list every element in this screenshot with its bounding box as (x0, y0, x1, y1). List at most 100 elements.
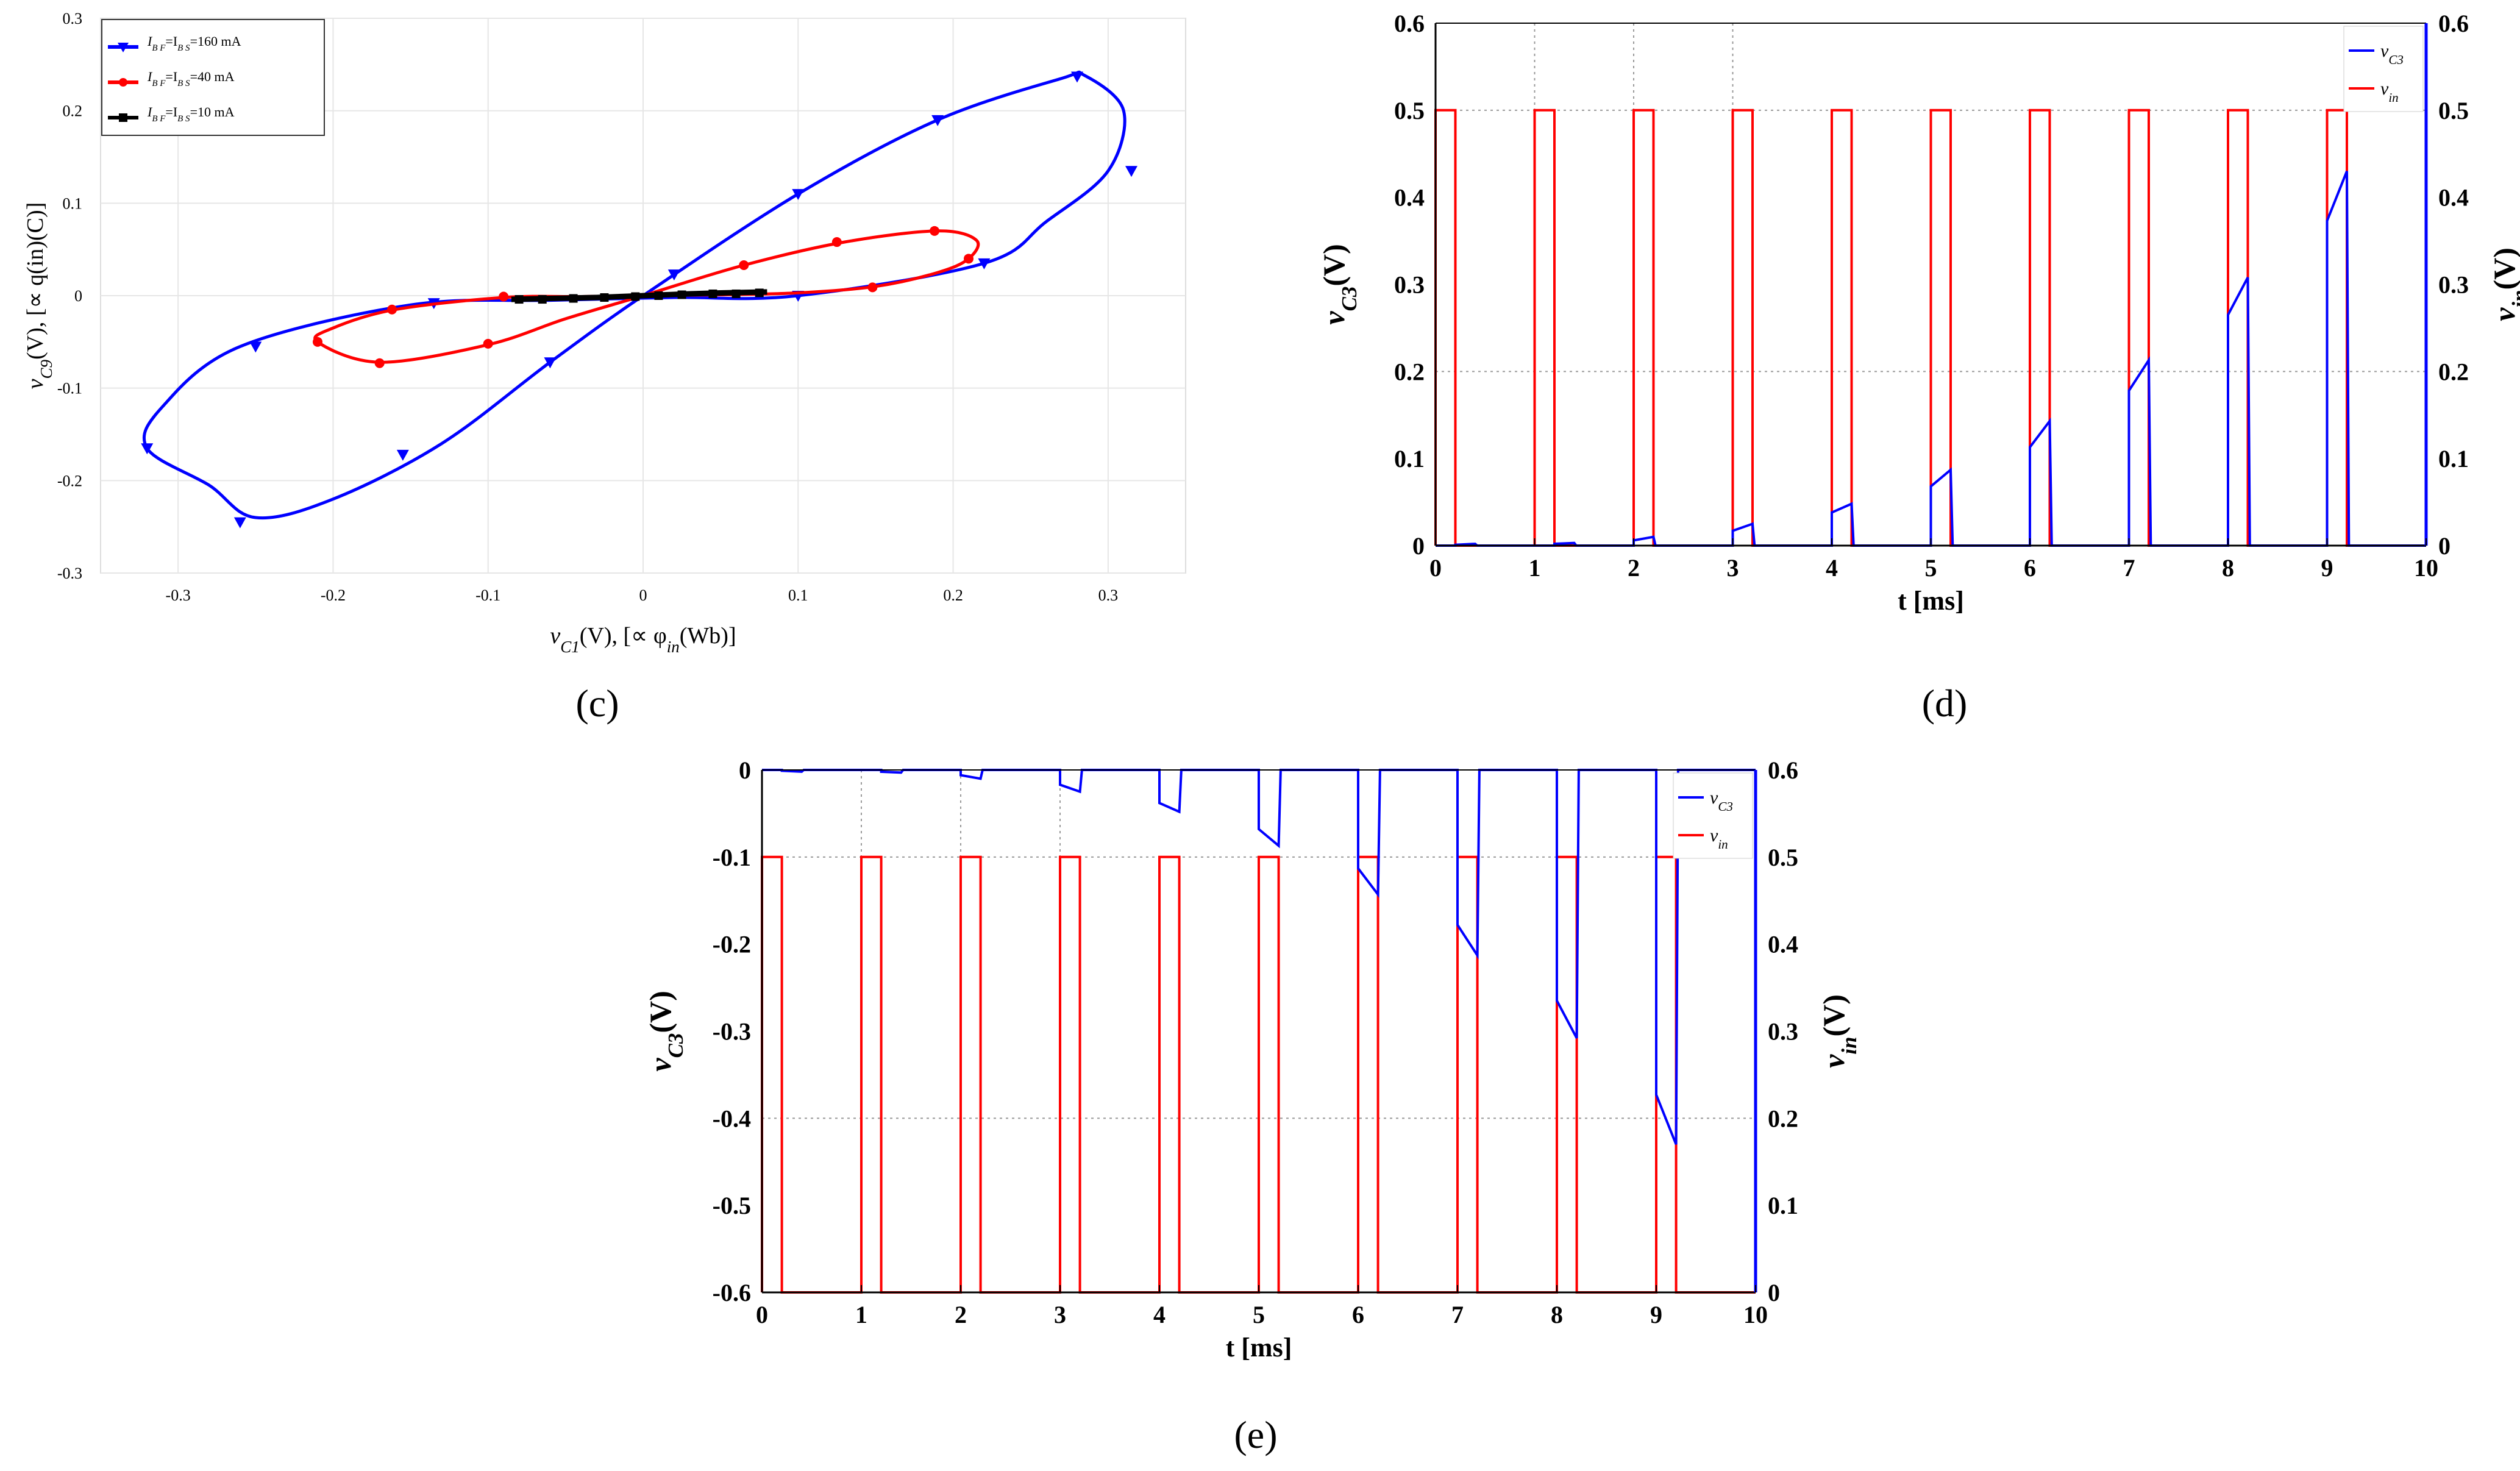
x-axis-label-part: (V), [∝ φ (580, 623, 667, 649)
legend-label-1: IB F=IB S=40 mA (147, 69, 235, 88)
caption-c: (c) (575, 682, 619, 725)
y-tick-label: -0.5 (713, 1192, 751, 1219)
series-marker-0 (141, 443, 154, 455)
legend-label-0-part: =160 mA (190, 34, 241, 49)
x-tick-label: 3 (1727, 554, 1739, 582)
y2-tick-label: 0.1 (2438, 445, 2469, 472)
legend-box (1673, 772, 1753, 859)
x-axis-label-part: (Wb)] (680, 623, 736, 649)
legend-label-2: IB F=IB S=10 mA (147, 104, 235, 124)
series-marker-0 (667, 269, 680, 281)
series-marker-2 (514, 295, 524, 304)
series-marker-1 (739, 260, 749, 270)
y2-tick-label: 0 (1768, 1279, 1780, 1306)
y2-axis-label-part: v (1817, 1054, 1851, 1068)
y2-axis-label-part: (V) (2487, 248, 2520, 290)
x-tick-label: 10 (1743, 1301, 1768, 1328)
y-tick-label: 0.3 (63, 10, 83, 27)
legend-label-1-part: =I (165, 69, 177, 84)
legend-label-2-subscript: B F (152, 114, 166, 124)
x-tick-label: 6 (2024, 554, 2036, 582)
series-marker-2 (755, 288, 764, 297)
x-tick-label: 2 (955, 1301, 967, 1328)
y-axis-label-part: (V) (1317, 244, 1351, 286)
caption-d: (d) (1922, 682, 1968, 725)
series-marker-0 (931, 115, 944, 126)
x-axis-label: vC1(V), [∝ φin(Wb)] (550, 623, 736, 656)
x-tick-label: 3 (1054, 1301, 1066, 1328)
legend-marker-2 (119, 113, 127, 122)
y2-axis-label-subscript: in (1837, 1037, 1861, 1055)
y-tick-label: 0.6 (1394, 10, 1425, 37)
series-marker-2 (654, 291, 663, 300)
x-tick-label: 8 (2222, 554, 2234, 582)
legend-label-1-subscript: B F (152, 79, 166, 88)
y-tick-label: 0.3 (1394, 271, 1425, 299)
x-tick-label: 0 (756, 1301, 768, 1328)
x-tick-label: 4 (1153, 1301, 1166, 1328)
legend-label-0-subscript: C3 (2388, 52, 2404, 67)
series-marker-0 (978, 258, 991, 269)
legend-label-0-part: I (147, 34, 153, 49)
x-tick-label: 0.1 (788, 586, 808, 604)
y-tick-label: -0.1 (713, 844, 751, 871)
y-axis-label: vC9(V), [∝ q(in)(C)] (23, 202, 55, 390)
y-axis-label: vC3(V) (643, 991, 688, 1071)
series-marker-1 (313, 337, 322, 347)
y2-tick-label: 0.5 (1768, 844, 1798, 871)
x-tick-label: 0 (639, 586, 647, 604)
series-marker-1 (483, 338, 493, 349)
y-axis-label: vC3(V) (1317, 244, 1361, 324)
legend-label-2-part: =10 mA (190, 104, 235, 119)
series-marker-1 (499, 291, 509, 302)
x-axis-label-subscript: in (667, 638, 680, 656)
legend-label-0-part: v (2380, 41, 2389, 61)
legend-label-1: vin (2380, 79, 2399, 105)
y2-axis-label-part: (V) (1817, 994, 1851, 1036)
y2-tick-label: 0.2 (1768, 1105, 1798, 1132)
legend-box (101, 19, 325, 136)
legend-label-2-part: I (147, 104, 153, 119)
y2-tick-label: 0.4 (1768, 931, 1798, 958)
y2-tick-label: 0.6 (2438, 10, 2469, 37)
x-tick-label: 8 (1551, 1301, 1563, 1328)
x-tick-label: 10 (2414, 554, 2438, 582)
y-axis-label-subscript: C3 (664, 1033, 688, 1058)
series-marker-0 (249, 341, 262, 353)
legend-label-2-part: =I (165, 104, 177, 119)
y-tick-label: -0.3 (57, 565, 82, 582)
y-tick-label: 0.2 (1394, 358, 1425, 385)
series-marker-2 (600, 293, 609, 302)
series-marker-0 (544, 357, 557, 369)
series-marker-0 (1071, 71, 1083, 83)
chart-d: 0 1 2 3 4 5 6 7 8 9 1000.10.20.30.40.50.600.10.20.… (1317, 10, 2520, 616)
legend-label-1-part: =40 mA (190, 69, 235, 84)
legend-box (2343, 26, 2424, 112)
x-axis-label-subscript: C1 (560, 638, 580, 656)
series-marker-2 (631, 292, 640, 301)
y-tick-label: -0.2 (57, 472, 82, 490)
x-tick-label: -0.3 (166, 586, 191, 604)
x-tick-label: 0.3 (1098, 586, 1119, 604)
x-tick-label: 4 (1826, 554, 1838, 582)
y2-tick-label: 0.1 (1768, 1192, 1798, 1219)
legend-label-2-subscript: B S (177, 114, 190, 124)
series-marker-2 (569, 294, 578, 303)
x-tick-label: -0.1 (475, 586, 500, 604)
y-axis-label-part: (V), [∝ q(in)(C)] (23, 202, 48, 360)
y2-tick-label: 0.2 (2438, 358, 2469, 385)
series-marker-1 (930, 226, 940, 236)
legend-label-1-subscript: B S (177, 79, 190, 88)
y-tick-label: -0.2 (713, 931, 751, 958)
series-marker-1 (831, 237, 842, 248)
legend-label-0-subscript: B F (152, 43, 166, 53)
series-marker-1 (867, 282, 878, 293)
x-axis-label-part: v (550, 623, 560, 649)
series-marker-2 (731, 289, 741, 298)
x-tick-label: 9 (2321, 554, 2333, 582)
x-tick-label: -0.2 (321, 586, 346, 604)
x-tick-label: 5 (1253, 1301, 1265, 1328)
y2-axis-label-subscript: in (2508, 290, 2520, 308)
x-tick-label: 7 (1451, 1301, 1464, 1328)
y2-axis-label-part: v (2487, 307, 2520, 321)
